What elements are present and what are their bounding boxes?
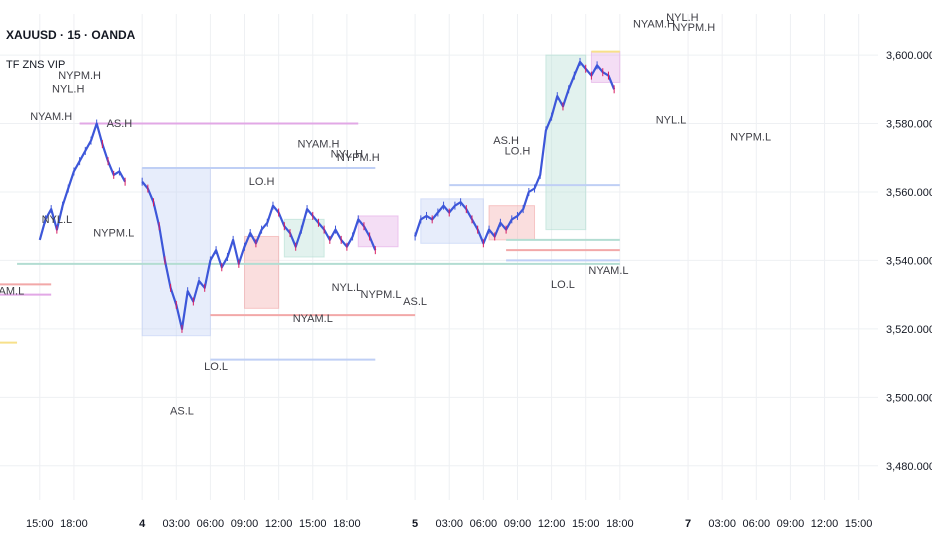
x-tick-label: 03:00 xyxy=(708,518,736,530)
x-tick-label: 03:00 xyxy=(163,518,191,530)
session-label: AS.L xyxy=(170,405,194,417)
y-tick-label: 3,580.000 xyxy=(886,119,932,131)
y-tick-label: 3,480.000 xyxy=(886,461,932,473)
x-tick-label: 06:00 xyxy=(197,518,225,530)
session-label: NYAM.H xyxy=(30,111,72,123)
session-label: NYPM.L xyxy=(361,289,402,301)
session-label: NYPM.H xyxy=(58,70,101,82)
x-tick-label: 06:00 xyxy=(470,518,498,530)
x-tick-label: 15:00 xyxy=(299,518,327,530)
session-label: NYPM.H xyxy=(672,22,715,34)
x-tick-label: 09:00 xyxy=(504,518,532,530)
x-tick-label: 15:00 xyxy=(26,518,54,530)
y-tick-label: 3,520.000 xyxy=(886,324,932,336)
session-label: NYL.L xyxy=(332,282,363,294)
x-tick-label: 18:00 xyxy=(333,518,361,530)
x-tick-label: 7 xyxy=(685,518,691,530)
x-tick-label: 18:00 xyxy=(60,518,88,530)
session-box-london xyxy=(244,235,280,309)
session-label: LO.H xyxy=(249,176,275,188)
session-label: NYL.L xyxy=(656,115,687,127)
session-label: AM.L xyxy=(0,286,24,298)
x-tick-label: 03:00 xyxy=(435,518,463,530)
x-tick-label: 09:00 xyxy=(777,518,805,530)
y-tick-label: 3,600.000 xyxy=(886,50,932,62)
y-tick-label: 3,500.000 xyxy=(886,392,932,404)
x-tick-label: 12:00 xyxy=(811,518,839,530)
indicator-title[interactable]: TF ZNS VIP xyxy=(6,59,66,71)
x-tick-label: 06:00 xyxy=(743,518,771,530)
session-label: NYAM.H xyxy=(297,138,339,150)
session-label: NYAM.L xyxy=(293,313,333,325)
x-tick-label: 15:00 xyxy=(845,518,873,530)
y-tick-label: 3,560.000 xyxy=(886,187,932,199)
session-label: AS.L xyxy=(403,296,427,308)
price-series-line xyxy=(38,60,616,330)
session-label: NYL.H xyxy=(331,149,363,161)
session-box-ny_am xyxy=(283,218,325,258)
y-tick-label: 3,540.000 xyxy=(886,255,932,267)
x-tick-label: 5 xyxy=(412,518,418,530)
session-box-ny_am xyxy=(545,54,587,231)
x-tick-label: 18:00 xyxy=(606,518,634,530)
x-tick-label: 12:00 xyxy=(538,518,566,530)
session-box-ny_pm xyxy=(357,215,399,248)
session-box-asia xyxy=(141,167,211,337)
session-label: NYPM.H xyxy=(337,152,380,164)
session-label: AS.H xyxy=(493,135,519,147)
symbol-title[interactable]: XAUUSD · 15 · OANDA xyxy=(6,28,136,42)
x-tick-label: 15:00 xyxy=(572,518,600,530)
session-label: NYL.L xyxy=(42,214,73,226)
session-label: LO.H xyxy=(505,145,531,157)
x-tick-label: 4 xyxy=(139,518,146,530)
session-label: NYL.H xyxy=(666,12,698,24)
x-tick-label: 12:00 xyxy=(265,518,293,530)
session-label: NYPM.L xyxy=(730,132,771,144)
session-label: NYAM.H xyxy=(633,19,675,31)
session-label: NYPM.L xyxy=(93,227,134,239)
session-label: NYL.H xyxy=(52,84,84,96)
session-label: NYAM.L xyxy=(588,265,628,277)
x-tick-label: 09:00 xyxy=(231,518,259,530)
session-label: LO.L xyxy=(551,279,575,291)
session-label: LO.L xyxy=(204,361,228,373)
session-label: AS.H xyxy=(107,118,133,130)
